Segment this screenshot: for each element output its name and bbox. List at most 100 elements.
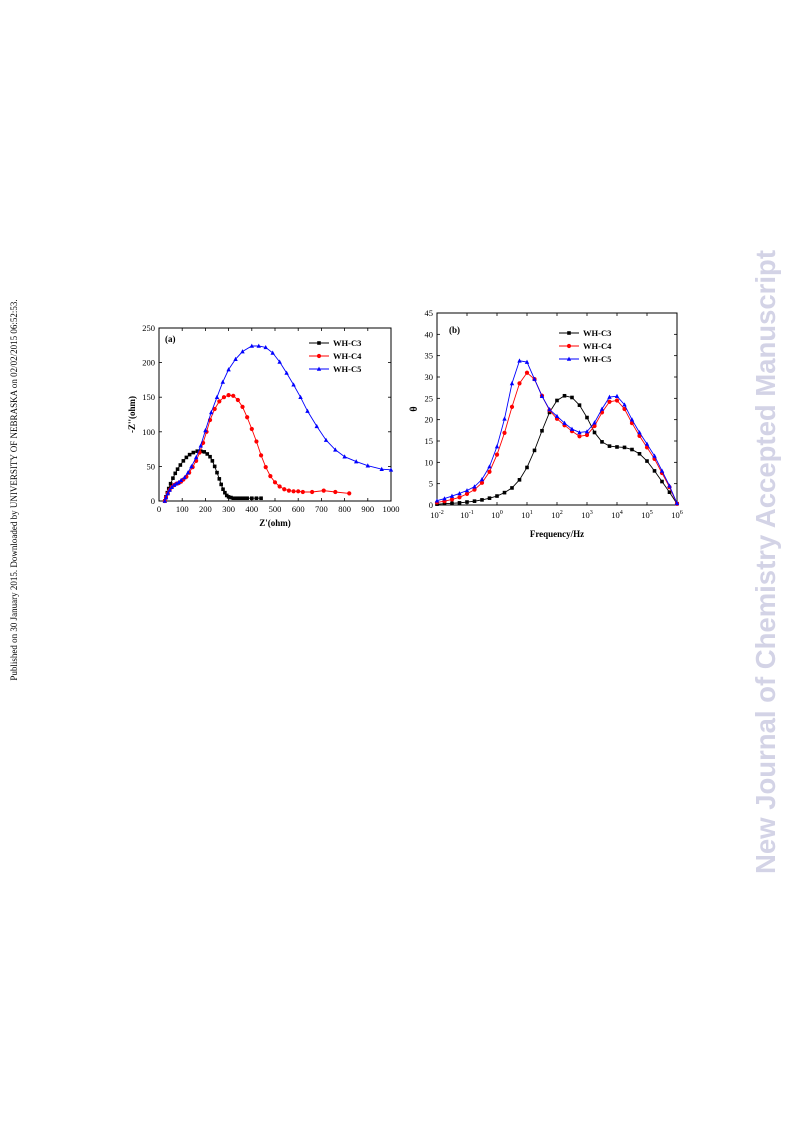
data-point bbox=[254, 496, 259, 501]
data-point bbox=[539, 393, 545, 398]
data-point bbox=[347, 491, 352, 496]
data-point bbox=[660, 479, 664, 484]
data-point bbox=[449, 493, 455, 498]
data-point bbox=[333, 489, 338, 495]
data-point bbox=[667, 483, 672, 488]
data-point bbox=[637, 452, 642, 456]
x-tick-label: 10-2 bbox=[430, 510, 444, 520]
data-point bbox=[577, 430, 582, 435]
data-point bbox=[570, 395, 574, 400]
data-point bbox=[226, 393, 231, 398]
data-point bbox=[502, 490, 507, 495]
legend-label: WH-C5 bbox=[583, 354, 611, 364]
data-point bbox=[517, 478, 522, 482]
series-line bbox=[436, 360, 678, 504]
data-point bbox=[282, 487, 287, 492]
legend-marker bbox=[566, 343, 572, 349]
series-line bbox=[164, 450, 262, 502]
series-WH-C3 bbox=[163, 449, 263, 503]
data-point bbox=[524, 370, 530, 375]
x-tick-label: 900 bbox=[361, 504, 374, 514]
data-point bbox=[465, 500, 469, 504]
data-point bbox=[457, 501, 462, 505]
x-tick-label: 800 bbox=[338, 504, 351, 514]
series-line bbox=[164, 394, 350, 502]
y-tick-label: 30 bbox=[425, 372, 434, 382]
journal-watermark-text: New Journal of Chemistry Accepted Manusc… bbox=[750, 250, 781, 874]
data-point bbox=[644, 441, 650, 446]
data-point bbox=[284, 370, 289, 375]
data-point bbox=[472, 484, 477, 489]
x-tick-label: 102 bbox=[551, 510, 563, 520]
panel-label: (b) bbox=[449, 325, 460, 335]
legend-marker bbox=[567, 331, 571, 335]
data-point bbox=[509, 381, 515, 386]
y-axis-label: -Z''(ohm) bbox=[127, 396, 137, 433]
data-point bbox=[333, 447, 338, 452]
x-tick-label: 0 bbox=[157, 504, 161, 514]
data-point bbox=[221, 487, 225, 492]
data-point bbox=[487, 496, 492, 500]
data-point bbox=[229, 495, 233, 500]
data-point bbox=[449, 497, 455, 502]
data-point bbox=[240, 349, 245, 354]
data-point bbox=[379, 466, 384, 471]
data-point bbox=[592, 423, 597, 429]
data-point bbox=[224, 493, 229, 498]
series-line bbox=[436, 372, 678, 504]
data-point bbox=[162, 498, 167, 503]
data-point bbox=[622, 445, 627, 450]
data-point bbox=[532, 448, 537, 453]
data-point bbox=[472, 499, 477, 503]
data-point bbox=[298, 394, 303, 399]
data-point bbox=[577, 434, 582, 439]
data-point bbox=[210, 459, 215, 463]
data-point bbox=[600, 440, 604, 444]
data-point bbox=[175, 467, 180, 471]
data-point bbox=[517, 381, 522, 386]
y-tick-label: 0 bbox=[429, 500, 433, 510]
data-point bbox=[174, 481, 179, 486]
x-tick-label: 10-1 bbox=[460, 510, 474, 520]
data-point bbox=[202, 450, 207, 454]
data-point bbox=[342, 454, 347, 459]
x-axis-label: Z'(ohm) bbox=[259, 518, 291, 528]
data-point bbox=[659, 468, 665, 473]
data-point bbox=[254, 439, 259, 444]
data-point bbox=[235, 397, 240, 403]
data-point bbox=[182, 475, 187, 480]
data-point bbox=[495, 494, 499, 498]
data-point bbox=[173, 471, 178, 476]
x-tick-label: 103 bbox=[581, 510, 593, 520]
y-tick-label: 15 bbox=[425, 436, 434, 446]
data-point bbox=[219, 482, 223, 487]
data-point bbox=[270, 350, 275, 355]
data-point bbox=[263, 344, 268, 350]
data-point bbox=[569, 426, 575, 431]
data-point bbox=[305, 408, 310, 413]
nyquist-plot: 0 100 200 300 400 500 600 700 800 900 1000 0 50 100 15… bbox=[127, 323, 400, 528]
data-point bbox=[268, 473, 273, 479]
data-point bbox=[193, 455, 199, 460]
data-point bbox=[226, 367, 231, 372]
series-WH-C5 bbox=[434, 358, 680, 506]
data-point bbox=[277, 484, 282, 489]
data-point bbox=[637, 430, 642, 435]
data-point bbox=[167, 487, 172, 492]
y-tick-label: 40 bbox=[425, 329, 434, 339]
data-point bbox=[540, 428, 544, 433]
x-tick-label: 105 bbox=[641, 510, 653, 520]
y-tick-label: 100 bbox=[142, 427, 155, 437]
data-point bbox=[205, 452, 210, 456]
data-point bbox=[532, 376, 537, 381]
publication-note-text: Published on 30 January 2015. Downloaded… bbox=[9, 299, 19, 681]
data-point bbox=[221, 395, 227, 400]
x-tick-label: 101 bbox=[521, 510, 533, 520]
data-point bbox=[291, 489, 296, 494]
data-point bbox=[241, 496, 246, 501]
data-point bbox=[163, 495, 169, 500]
data-point bbox=[259, 496, 263, 501]
data-point bbox=[442, 496, 447, 501]
x-tick-label: 100 bbox=[491, 510, 503, 520]
data-point bbox=[286, 488, 292, 493]
